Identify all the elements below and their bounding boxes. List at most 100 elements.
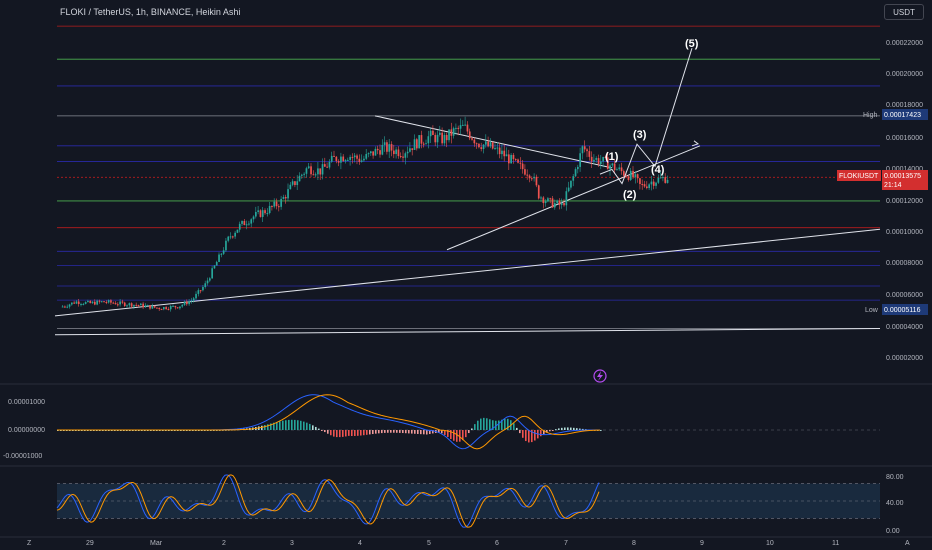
macd-histogram-bar [291,419,293,430]
candle-body [222,250,225,254]
rsi-y-tick: 40.00 [886,500,904,507]
candle-body [349,156,351,160]
candle-body [172,305,174,307]
candle-body [110,300,112,303]
candle-body [209,278,211,281]
macd-histogram-bar [438,430,440,433]
candle-body [218,254,220,262]
macd-histogram-bar [477,420,479,430]
y-tick: 0.00004000 [886,324,923,331]
candle-body [333,155,335,157]
macd-histogram-bar [378,430,380,434]
candle-body [257,210,259,212]
candle-body [190,300,193,302]
candle-body [250,219,253,224]
candle-body [554,203,556,208]
candle-body [330,155,333,162]
candle-body [602,156,604,162]
macd-histogram-bar [555,429,557,431]
macd-histogram-bar [318,428,320,430]
y-tick: 0.00018000 [886,102,923,109]
candle-body [259,210,262,217]
candle-body [579,153,581,167]
candle-body [563,203,565,206]
candle-body [397,149,400,157]
candle-body [487,141,489,147]
candle-body [471,138,473,140]
macd-histogram-bar [561,427,563,430]
low-value: 0.00005116 [884,307,921,314]
candle-body [560,203,563,205]
x-tick: 8 [632,540,636,547]
macd-histogram-bar [264,425,266,430]
candle-body [248,223,250,225]
x-tick: Mar [150,540,163,547]
macd-line [57,394,601,450]
candle-body [531,178,533,180]
candle-body [199,290,202,292]
candle-body [503,150,506,157]
candle-body [641,183,644,185]
candle-body [494,148,496,150]
candle-body [657,177,660,183]
candle-body [160,309,163,311]
candle-body [365,153,368,159]
macd-histogram-bar [459,430,461,442]
wave-label-3: (3) [633,129,647,141]
candle-body [358,158,361,162]
candle-body [588,151,591,157]
macd-histogram-bar [567,427,569,430]
time-axis: 29 Mar 2 3 4 5 6 7 8 9 10 11 [86,540,839,547]
candle-body [328,161,331,168]
candle-body [390,144,393,151]
currency-button[interactable]: USDT [884,4,924,20]
timezone-icon: Z [27,540,32,547]
candle-body [664,177,667,183]
candle-body [66,306,69,308]
macd-histogram-bar [366,430,368,435]
candle-body [455,127,457,129]
candle-body [296,181,299,186]
candle-body [616,169,618,171]
candle-body [600,161,602,165]
candle-body [475,143,478,145]
candle-body [317,168,319,175]
macd-histogram-bar [330,430,332,436]
candle-body [353,155,356,158]
macd-histogram-bar [360,430,362,436]
candle-body [521,163,524,170]
macd-histogram-bar [336,430,338,438]
macd-panel [57,394,880,450]
candle-body [432,130,434,135]
candle-body [204,283,207,288]
high-value: 0.00017423 [884,112,921,119]
candle-body [225,240,227,251]
candle-body [597,158,600,165]
candle-body [114,303,117,305]
macd-histogram-bar [528,430,530,443]
candles [61,116,669,312]
macd-histogram-bar [498,420,500,430]
candle-body [632,170,634,178]
candle-body [303,173,305,175]
macd-histogram-bar [492,420,494,430]
candle-body [655,182,657,186]
stoch-d-line [56,474,600,528]
macd-histogram-bar [276,421,278,430]
macd-histogram-bar [483,417,485,430]
macd-histogram-bar [369,430,371,435]
long-support-line [54,228,881,317]
candle-body [425,143,427,145]
candle-body [611,163,614,166]
macd-histogram-bar [531,430,533,443]
macd-histogram-bar [456,430,458,442]
macd-histogram-bar [453,430,455,441]
candle-body [418,135,420,149]
lightning-icon[interactable] [593,369,607,383]
candle-body [82,303,85,305]
macd-histogram-bar [441,430,443,434]
wave-path [599,48,693,185]
candle-body [590,156,593,162]
macd-y-tick: 0.00001000 [8,399,45,406]
